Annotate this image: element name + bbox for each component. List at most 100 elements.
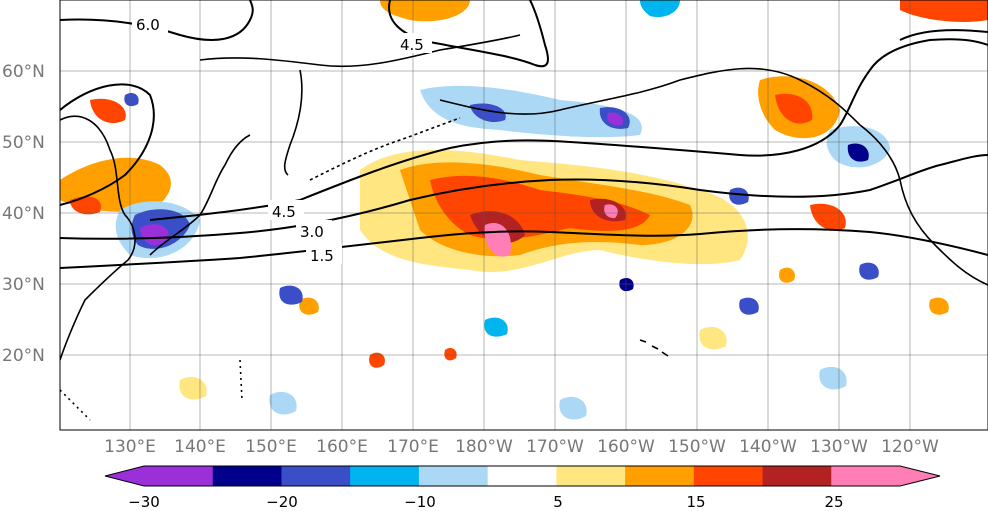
contour-label-bg-1 — [132, 13, 168, 33]
contour-1-5 — [60, 228, 988, 269]
positive-anomaly-far-ne — [900, 0, 988, 22]
colorbar-segment — [831, 466, 901, 486]
positive-anomaly-spot-1 — [369, 352, 385, 368]
longitude-labels: 130°E 140°E 150°E 160°E 170°E 180°W 170°… — [104, 437, 939, 457]
contour-label-bg-3 — [268, 200, 304, 220]
lon-label-180w: 180°W — [455, 437, 513, 457]
map-frame — [59, 0, 988, 431]
colorbar-segment — [762, 466, 832, 486]
colorbar-segment — [350, 466, 420, 486]
lon-label-170w: 170°W — [526, 437, 584, 457]
positive-anomaly-north-strip — [380, 0, 470, 22]
lon-label-160w: 160°W — [597, 437, 655, 457]
positive-anomaly-spot-4 — [929, 297, 949, 315]
coast-asia — [60, 115, 136, 361]
latitude-labels: 60°N 50°N 40°N 30°N 20°N — [2, 62, 45, 366]
colorbar — [104, 465, 941, 487]
negative-anomaly-east-3 — [859, 262, 879, 280]
negative-anomaly-nw-1 — [124, 93, 139, 107]
contour-label-4-5-north: 4.5 — [400, 36, 424, 54]
coast-hawaii — [639, 339, 669, 357]
colorbar-tick-neg20: −20 — [266, 493, 298, 511]
coast-na-west — [859, 124, 988, 286]
lon-label-170e: 170°E — [387, 437, 439, 457]
lon-label-140e: 140°E — [174, 437, 226, 457]
lon-label-150w: 150°W — [668, 437, 726, 457]
contour-6-0-west — [60, 83, 155, 206]
contour-lines — [60, 0, 988, 269]
contour-label-6-0: 6.0 — [136, 16, 160, 34]
colorbar-segment — [212, 466, 282, 486]
negative-anomaly-south-2 — [819, 366, 847, 390]
positive-anomaly-spot-3 — [299, 297, 319, 315]
lat-label-60n: 60°N — [2, 62, 45, 82]
contour-east-closed — [899, 29, 988, 41]
negative-anomaly-center-3 — [619, 278, 634, 292]
contour-6-0 — [60, 0, 254, 41]
lat-label-40n: 40°N — [2, 204, 45, 224]
contour-labels: 6.0 4.5 4.5 3.0 1.5 — [132, 13, 432, 265]
colorbar-tick-25: 25 — [824, 493, 843, 511]
colorbar-segment — [418, 466, 489, 486]
coast-kamchatka — [283, 69, 303, 176]
contour-label-4-5: 4.5 — [272, 203, 296, 221]
contour-label-bg-5 — [306, 244, 342, 264]
negative-anomaly-center-2 — [279, 285, 303, 305]
contour-4-5 — [149, 38, 988, 221]
colorbar-segment — [281, 466, 351, 486]
contour-3-0 — [60, 154, 988, 240]
negative-anomaly-north-core — [607, 112, 624, 126]
positive-anomaly-max — [484, 204, 618, 257]
lat-label-30n: 30°N — [2, 275, 45, 295]
colorbar-extend-high — [900, 466, 940, 486]
map-plot-area: 6.0 4.5 4.5 3.0 1.5 — [60, 0, 988, 430]
negative-anomaly-east-2 — [739, 297, 759, 315]
coast-islands-south — [60, 359, 243, 421]
colorbar-extend-low — [105, 466, 144, 486]
graticule — [60, 0, 988, 430]
colorbar-segment — [144, 466, 214, 486]
colorbar-tick-neg30: −30 — [128, 493, 160, 511]
contour-label-bg-4 — [296, 220, 332, 240]
colorbar-segment — [487, 466, 557, 486]
colorbar-segment — [625, 466, 695, 486]
lon-label-130w: 130°W — [810, 437, 868, 457]
positive-anomaly-ne-core — [775, 93, 813, 124]
negative-anomaly-north-2 — [640, 0, 680, 18]
colorbar-tick-neg10: −10 — [404, 493, 436, 511]
negative-anomaly-ne-core — [847, 143, 869, 162]
colorbar-ticks: −30 −20 −10 5 15 25 — [128, 493, 843, 511]
coast-siberia — [199, 34, 521, 68]
coast-alaska — [439, 67, 861, 126]
contour-label-1-5: 1.5 — [310, 247, 334, 265]
negative-anomaly-japan-core — [140, 224, 169, 246]
colorbar-outline — [104, 465, 941, 487]
negative-anomaly-north — [470, 103, 630, 129]
lon-label-150e: 150°E — [245, 437, 297, 457]
lon-label-120w: 120°W — [881, 437, 939, 457]
lon-label-140w: 140°W — [739, 437, 797, 457]
positive-anomaly-spot-7 — [779, 267, 795, 283]
negative-anomaly-north-pale — [420, 85, 642, 138]
negative-anomaly-south-1 — [559, 396, 587, 420]
coast-aleutians — [309, 117, 461, 181]
lat-label-50n: 50°N — [2, 133, 45, 153]
positive-anomaly-spot-2 — [444, 347, 457, 361]
coastlines — [60, 34, 988, 421]
colorbar-tick-5: 5 — [553, 493, 563, 511]
positive-anomaly-east — [810, 203, 846, 231]
lon-label-160e: 160°E — [316, 437, 368, 457]
lat-label-20n: 20°N — [2, 346, 45, 366]
negative-anomaly-center-1 — [484, 317, 508, 337]
positive-anomaly-west-core — [70, 196, 101, 215]
lon-label-130e: 130°E — [104, 437, 156, 457]
colorbar-tick-15: 15 — [686, 493, 705, 511]
negative-anomaly-east-1 — [729, 187, 749, 205]
colorbar-segment — [556, 466, 626, 486]
contour-label-3-0: 3.0 — [300, 223, 324, 241]
colorbar-segment — [693, 466, 764, 486]
contour-label-bg-2 — [396, 33, 432, 53]
positive-anomaly-spot-5 — [699, 326, 727, 350]
positive-anomaly-nw — [90, 98, 126, 124]
